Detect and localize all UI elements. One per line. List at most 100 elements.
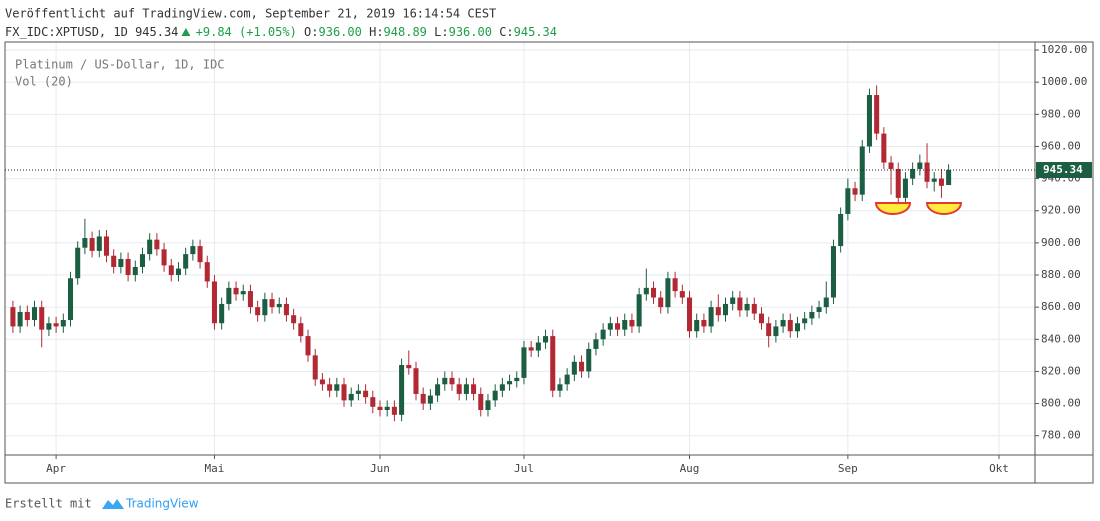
candle-body — [622, 320, 628, 330]
candle-body — [715, 307, 721, 316]
candle-body — [521, 347, 527, 378]
candle-body — [31, 307, 38, 321]
candle-body — [823, 297, 829, 308]
candle-body — [10, 307, 16, 327]
candle-body — [564, 374, 570, 385]
candle-body — [305, 336, 311, 356]
candle-body — [636, 294, 642, 327]
candle-body — [686, 297, 693, 332]
candle-body — [917, 162, 923, 169]
candle-body — [60, 320, 66, 327]
candle-body — [168, 265, 174, 276]
candle-body — [902, 178, 908, 198]
candle-body — [125, 258, 131, 276]
candle-body — [874, 95, 880, 134]
candle-body — [730, 297, 736, 304]
candle-body — [89, 238, 95, 251]
candle-body — [744, 303, 750, 311]
ohlc-label: L: — [434, 25, 448, 39]
candle-body — [507, 381, 513, 385]
candle-body — [46, 323, 52, 330]
candle-body — [312, 355, 318, 380]
plot — [5, 42, 1035, 455]
candle-body — [355, 390, 361, 394]
x-tick-label: Apr — [46, 462, 66, 475]
y-tick-label: 800.00 — [1041, 397, 1081, 410]
candle-body — [802, 318, 808, 324]
candle-body — [722, 303, 729, 316]
candle-body — [550, 336, 556, 391]
candle-body — [17, 311, 23, 327]
candle-body — [579, 361, 585, 372]
candle-body — [463, 384, 469, 394]
candle-body — [658, 297, 664, 308]
candle-body — [888, 162, 894, 169]
candle-body — [773, 326, 779, 337]
ohlc-label: H: — [369, 25, 383, 39]
y-tick-label: 900.00 — [1041, 236, 1081, 249]
candle-body — [737, 297, 743, 311]
candle-body — [478, 393, 484, 411]
candle-body — [183, 254, 189, 269]
candle-body — [535, 342, 541, 351]
last-price-label: 945.34 — [1043, 163, 1083, 176]
published-line: Veröffentlicht auf TradingView.com, Sept… — [5, 7, 496, 21]
candle-body — [766, 323, 772, 337]
candle-body — [103, 236, 110, 256]
candle-body — [53, 323, 59, 327]
ohlc-value: 948.89 — [384, 25, 427, 39]
candle-body — [291, 315, 297, 324]
candle-body — [571, 361, 577, 375]
candle-body — [672, 278, 678, 292]
candle-body — [499, 384, 505, 391]
candle-body — [643, 287, 649, 295]
candle-body — [161, 249, 167, 266]
candle-body — [406, 365, 412, 369]
candle-body — [471, 384, 477, 394]
candle-body — [154, 239, 160, 250]
candle-body — [586, 348, 592, 372]
candle-body — [139, 254, 145, 267]
y-tick-label: 1000.00 — [1041, 75, 1087, 88]
candle-body — [665, 278, 671, 308]
candle-body — [931, 178, 937, 182]
candle-body — [240, 291, 246, 295]
footer-brand[interactable]: TradingView — [125, 497, 199, 511]
change: +9.84 (+1.05%) — [196, 25, 297, 39]
candle-body — [211, 281, 217, 324]
up-arrow — [181, 28, 191, 36]
candle-body — [456, 384, 462, 394]
candle-body — [485, 400, 491, 411]
candle-body — [924, 162, 930, 182]
candle-body — [247, 291, 253, 308]
candle-body — [607, 323, 613, 330]
candle-body — [838, 213, 844, 247]
last-price-box — [1036, 162, 1092, 179]
candle-body — [600, 329, 606, 340]
annotation-arc — [874, 202, 912, 215]
candle-body — [629, 320, 635, 327]
candle-body — [399, 365, 405, 415]
y-tick-label: 880.00 — [1041, 268, 1081, 281]
y-tick-label: 960.00 — [1041, 139, 1081, 152]
x-tick-label: Mai — [205, 462, 225, 475]
candle-body — [413, 368, 419, 394]
ohlc-label: O: — [304, 25, 318, 39]
candle-body — [557, 384, 563, 391]
candle-body — [910, 168, 916, 179]
candle-body — [377, 406, 383, 411]
candle-body — [946, 170, 952, 186]
y-tick-label: 780.00 — [1041, 429, 1081, 442]
ohlc-value: 945.34 — [514, 25, 557, 39]
candle-body — [39, 307, 45, 330]
candle-body — [442, 377, 448, 385]
candle-body — [809, 311, 815, 319]
candle-body — [147, 239, 153, 255]
candle-body — [938, 178, 944, 186]
candle-body — [327, 384, 333, 391]
annotation-arc — [925, 202, 963, 215]
candle-body — [543, 336, 549, 343]
candle-body — [96, 236, 102, 251]
candle-body — [866, 95, 872, 147]
x-tick-label: Okt — [989, 462, 1009, 475]
